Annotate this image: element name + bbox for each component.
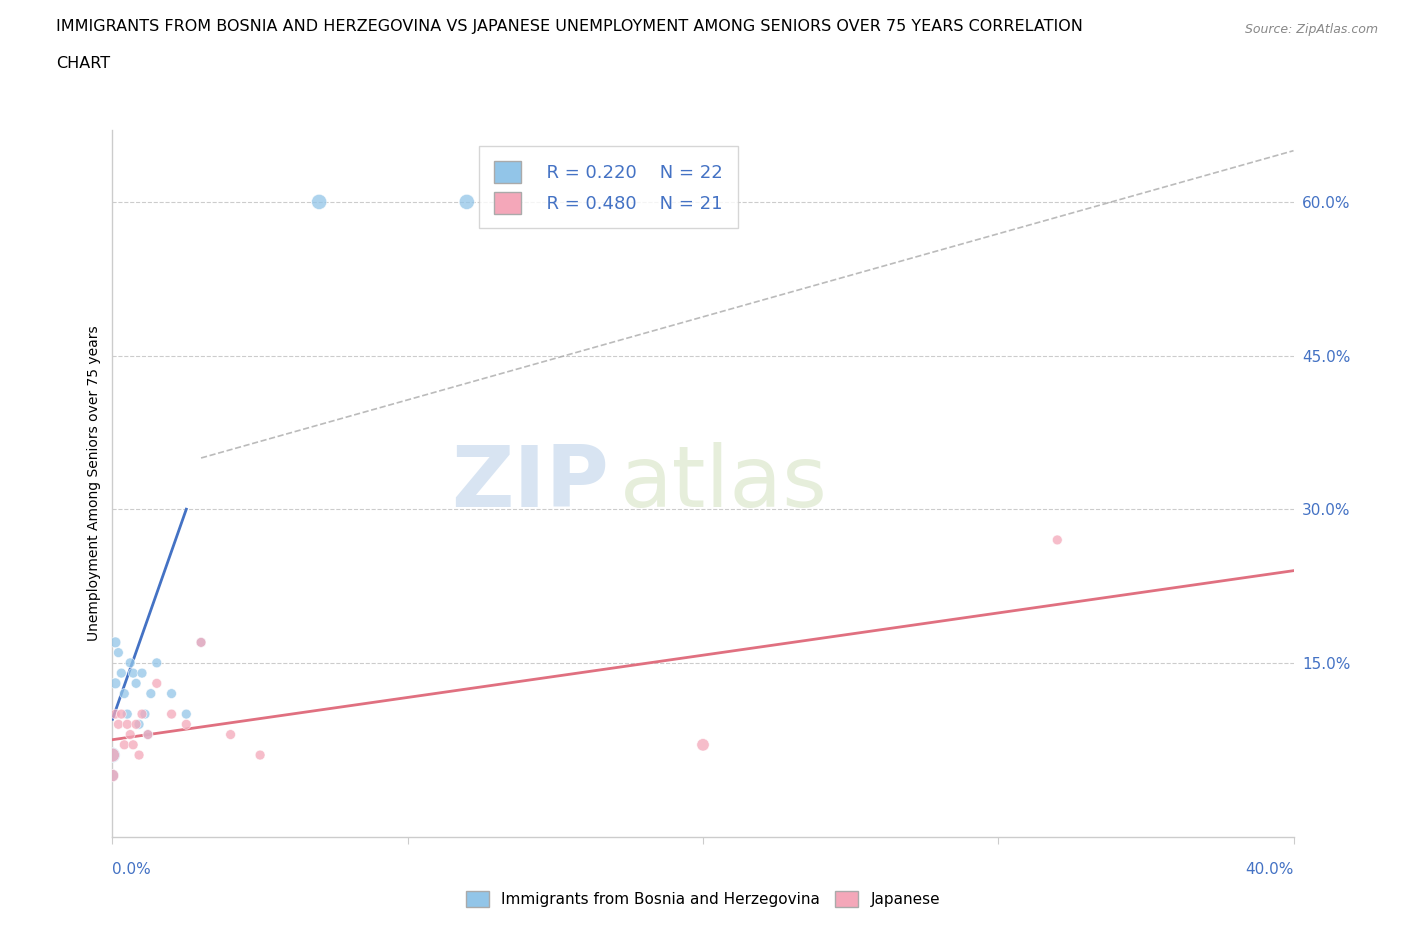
Text: ZIP: ZIP bbox=[451, 442, 609, 525]
Point bbox=[101, 768, 124, 783]
Point bbox=[125, 717, 148, 732]
Point bbox=[107, 645, 129, 660]
Point bbox=[110, 707, 132, 722]
Point bbox=[139, 686, 162, 701]
Point bbox=[134, 707, 156, 722]
Point bbox=[101, 748, 124, 763]
Text: 0.0%: 0.0% bbox=[112, 862, 152, 877]
Text: CHART: CHART bbox=[56, 56, 110, 71]
Y-axis label: Unemployment Among Seniors over 75 years: Unemployment Among Seniors over 75 years bbox=[87, 326, 101, 642]
Point bbox=[692, 737, 714, 752]
Point bbox=[1046, 533, 1069, 548]
Point bbox=[128, 717, 150, 732]
Point bbox=[107, 717, 129, 732]
Point bbox=[104, 676, 127, 691]
Point bbox=[160, 686, 183, 701]
Point bbox=[120, 727, 142, 742]
Point bbox=[136, 727, 159, 742]
Point bbox=[122, 666, 145, 681]
Text: Source: ZipAtlas.com: Source: ZipAtlas.com bbox=[1244, 23, 1378, 36]
Point bbox=[131, 666, 153, 681]
Point bbox=[308, 194, 330, 209]
Point bbox=[160, 707, 183, 722]
Point bbox=[125, 676, 148, 691]
Point bbox=[190, 635, 212, 650]
Point bbox=[104, 635, 127, 650]
Point bbox=[128, 748, 150, 763]
Point bbox=[174, 707, 197, 722]
Text: atlas: atlas bbox=[620, 442, 828, 525]
Legend: Immigrants from Bosnia and Herzegovina, Japanese: Immigrants from Bosnia and Herzegovina, … bbox=[460, 884, 946, 913]
Point bbox=[110, 666, 132, 681]
Point bbox=[117, 707, 138, 722]
Point bbox=[136, 727, 159, 742]
Point bbox=[219, 727, 242, 742]
Point bbox=[174, 717, 197, 732]
Point bbox=[120, 656, 142, 671]
Point bbox=[112, 686, 135, 701]
Text: 40.0%: 40.0% bbox=[1246, 862, 1294, 877]
Point bbox=[146, 656, 169, 671]
Point bbox=[190, 635, 212, 650]
Point bbox=[112, 737, 135, 752]
Point bbox=[117, 717, 138, 732]
Point bbox=[131, 707, 153, 722]
Point bbox=[146, 676, 169, 691]
Point bbox=[122, 737, 145, 752]
Point bbox=[104, 707, 127, 722]
Point bbox=[456, 194, 478, 209]
Point bbox=[249, 748, 271, 763]
Text: IMMIGRANTS FROM BOSNIA AND HERZEGOVINA VS JAPANESE UNEMPLOYMENT AMONG SENIORS OV: IMMIGRANTS FROM BOSNIA AND HERZEGOVINA V… bbox=[56, 19, 1083, 33]
Legend:   R = 0.220    N = 22,   R = 0.480    N = 21: R = 0.220 N = 22, R = 0.480 N = 21 bbox=[479, 146, 738, 228]
Point bbox=[101, 768, 124, 783]
Point bbox=[101, 748, 124, 763]
